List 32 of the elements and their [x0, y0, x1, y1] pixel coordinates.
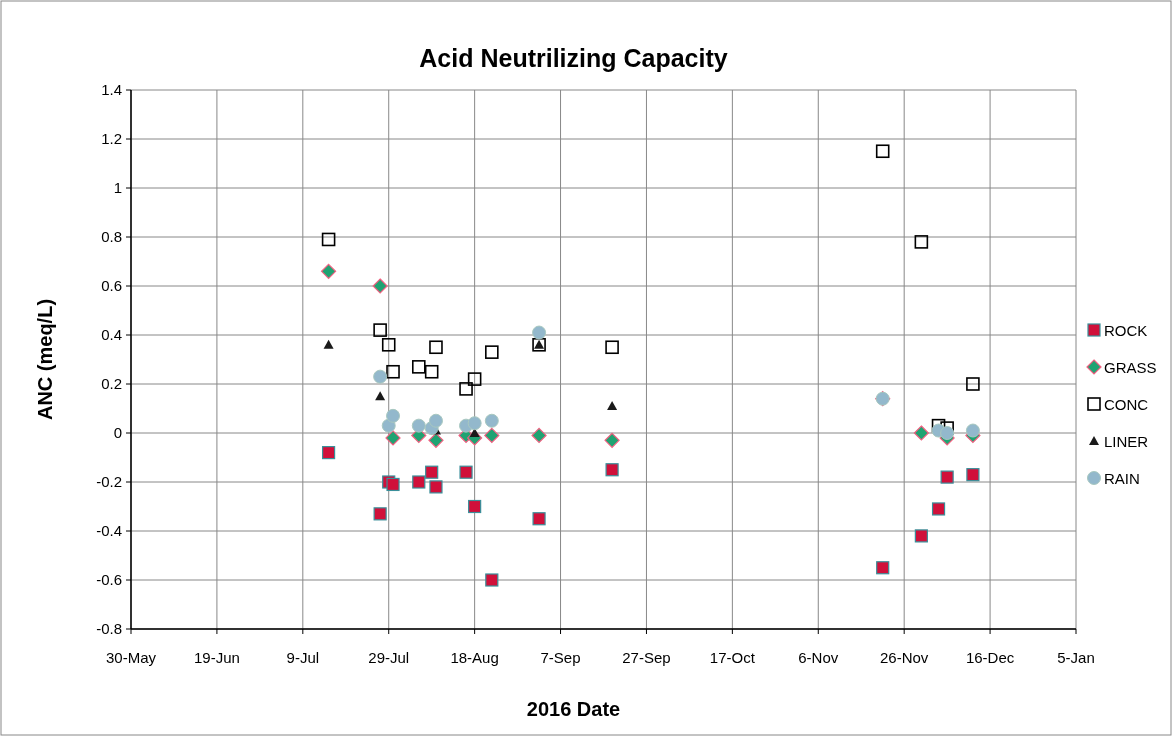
legend-label: RAIN: [1104, 470, 1140, 487]
x-tick-label: 6-Nov: [798, 649, 839, 666]
y-tick-label: 1.2: [101, 130, 122, 147]
legend-label: GRASS: [1104, 359, 1157, 376]
x-tick-label: 27-Sep: [622, 649, 671, 666]
y-tick-label: 0.4: [101, 326, 122, 343]
legend-label: LINER: [1104, 433, 1149, 450]
x-tick-label: 17-Oct: [709, 649, 756, 666]
x-tick-label: 7-Sep: [540, 649, 581, 666]
y-tick-label: -0.2: [96, 473, 122, 490]
y-tick-label: 0: [113, 424, 122, 441]
x-tick-label: 26-Nov: [880, 649, 929, 666]
y-tick-label: 0.2: [101, 375, 122, 392]
y-tick-label: 1.4: [101, 81, 122, 98]
y-tick-label: 1: [113, 179, 122, 196]
y-tick-label: 0.8: [101, 228, 122, 245]
legend-label: CONC: [1104, 396, 1149, 413]
x-tick-label: 18-Aug: [450, 649, 499, 666]
y-tick-label: -0.8: [96, 620, 122, 637]
x-tick-label: 19-Jun: [193, 649, 240, 666]
x-axis-title: 2016 Date: [526, 698, 621, 720]
y-tick-label: 0.6: [101, 277, 122, 294]
chart-title: Acid Neutrilizing Capacity: [419, 44, 728, 72]
x-tick-label: 5-Jan: [1057, 649, 1095, 666]
y-axis-title: ANC (meq/L): [34, 298, 56, 421]
y-tick-label: -0.6: [96, 571, 122, 588]
x-tick-label: 29-Jul: [368, 649, 410, 666]
x-tick-label: 30-May: [105, 649, 157, 666]
legend-label: ROCK: [1104, 322, 1148, 339]
x-tick-label: 16-Dec: [965, 649, 1015, 666]
y-tick-label: -0.4: [96, 522, 122, 539]
x-tick-label: 9-Jul: [286, 649, 320, 666]
